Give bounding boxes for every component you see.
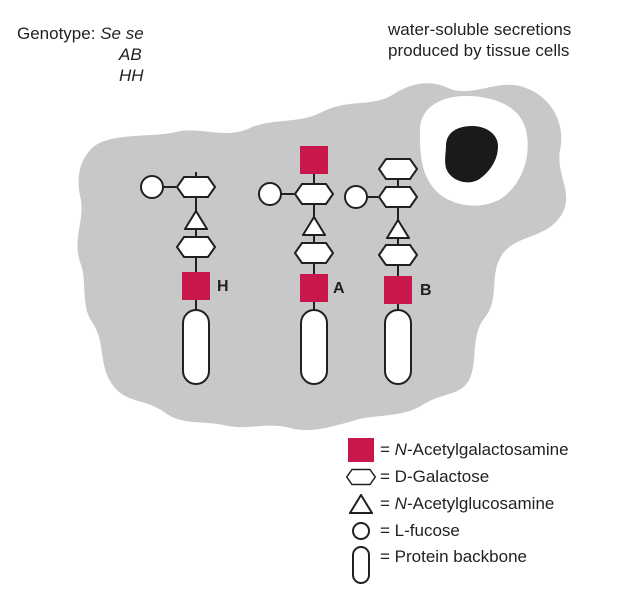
secretion-note-line-2: produced by tissue cells bbox=[388, 41, 570, 60]
legend-label-protein: = Protein backbone bbox=[380, 547, 527, 566]
circle-icon bbox=[346, 519, 376, 543]
genotype-line: Genotype: Se se bbox=[17, 23, 144, 44]
galactose-symbol bbox=[176, 176, 216, 198]
legend-item-fucose: = L-fucose bbox=[346, 519, 460, 543]
galactosamine-symbol bbox=[300, 274, 328, 302]
protein-backbone bbox=[384, 309, 412, 385]
triangle-icon bbox=[346, 492, 376, 516]
legend-label-glucosamine: = N-Acetylglucosamine bbox=[380, 494, 555, 513]
legend-item-galactosamine: = N-Acetylgalactosamine bbox=[346, 438, 569, 462]
galactose-symbol bbox=[378, 186, 418, 208]
genotype-label: Genotype: bbox=[17, 24, 96, 43]
legend-item-galactose: = D-Galactose bbox=[346, 465, 489, 489]
chain-label-h: H bbox=[217, 278, 229, 295]
fucose-symbol bbox=[140, 175, 164, 199]
legend-item-protein: = Protein backbone bbox=[346, 546, 527, 584]
galactose-symbol bbox=[294, 242, 334, 264]
galactose-symbol bbox=[176, 236, 216, 258]
chain-label-b: B bbox=[420, 282, 432, 299]
galactosamine-icon bbox=[346, 438, 376, 462]
capsule-icon bbox=[346, 546, 376, 584]
legend-label-galactosamine: = N-Acetylgalactosamine bbox=[380, 440, 569, 459]
genotype-se: Se se bbox=[100, 24, 144, 43]
genotype-hh: HH bbox=[119, 66, 144, 85]
nucleus bbox=[445, 126, 498, 183]
fucose-symbol bbox=[258, 182, 282, 206]
chain-a bbox=[258, 146, 334, 385]
protein-backbone bbox=[300, 309, 328, 385]
hexagon-icon bbox=[346, 465, 376, 489]
chain-label-a: A bbox=[333, 280, 345, 297]
galactosamine-symbol bbox=[384, 276, 412, 304]
galactose-symbol bbox=[378, 158, 418, 180]
galactose-symbol bbox=[294, 183, 334, 205]
legend-label-galactose: = D-Galactose bbox=[380, 467, 490, 486]
galactose-symbol bbox=[378, 244, 418, 266]
genotype-ab: AB bbox=[119, 45, 142, 64]
secretion-note-line-1: water-soluble secretions bbox=[388, 20, 572, 39]
fucose-symbol bbox=[344, 185, 368, 209]
galactosamine-symbol bbox=[182, 272, 210, 300]
chain-b bbox=[344, 158, 418, 385]
chain-h bbox=[140, 172, 216, 385]
legend-item-glucosamine: = N-Acetylglucosamine bbox=[346, 492, 554, 516]
protein-backbone bbox=[182, 309, 210, 385]
galactosamine-symbol bbox=[300, 146, 328, 174]
legend-label-fucose: = L-fucose bbox=[380, 521, 460, 540]
